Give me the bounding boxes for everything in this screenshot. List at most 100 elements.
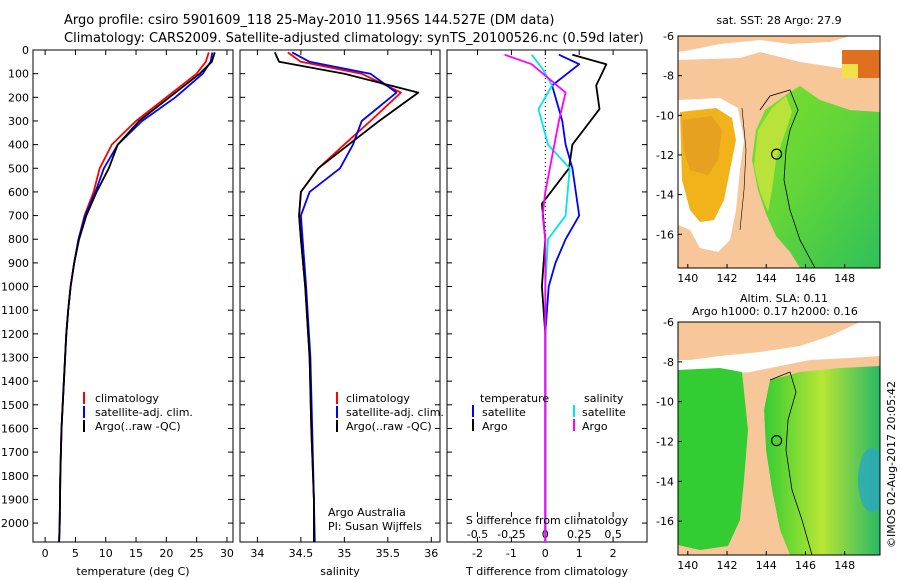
temperature-legend: climatology satellite-adj. clim. Argo(..… bbox=[83, 392, 193, 433]
sla-coral-sea bbox=[764, 366, 880, 555]
map-y-tick-label: -8 bbox=[663, 356, 674, 369]
salinity-legend: climatology satellite-adj. clim. Argo(..… bbox=[336, 392, 444, 433]
x-tick-label: 30 bbox=[220, 547, 234, 560]
series-line-satellite bbox=[291, 51, 398, 543]
legend-label-climatology: climatology bbox=[95, 392, 159, 405]
map-x-tick-label: 142 bbox=[717, 272, 738, 285]
sla-cyan-patch bbox=[858, 448, 880, 512]
salinity-plot: 34 34.5 35 35.5 36 bbox=[240, 49, 440, 560]
x-tick-label: -1 bbox=[506, 547, 517, 560]
figure-title-line2: Climatology: CARS2009. Satellite-adjuste… bbox=[64, 31, 644, 46]
series-line-t-argo bbox=[541, 53, 608, 542]
difference-legend: temperature salinity satellite Argo sate… bbox=[472, 392, 626, 433]
sst-sea-north bbox=[678, 36, 880, 70]
sst-yellow-patch bbox=[842, 64, 858, 78]
map-y-tick-label: -10 bbox=[656, 109, 674, 122]
x-tick-label: 10 bbox=[99, 547, 113, 560]
legend-label-t-satellite: satellite bbox=[482, 406, 526, 419]
temperature-panel-frame bbox=[32, 49, 234, 543]
x-tick-label: 0 bbox=[42, 547, 49, 560]
series-line-argo bbox=[58, 52, 216, 543]
sst-coastline bbox=[759, 89, 816, 268]
annotation-argo-australia: Argo Australia bbox=[328, 506, 406, 519]
map-y-tick-label: -16 bbox=[656, 515, 674, 528]
map-x-tick-label: 148 bbox=[834, 272, 855, 285]
sst-map-axes: 140 142 144 146 148 -6 -8 -10 -12 -14 -16 bbox=[656, 30, 855, 285]
map-x-tick-label: 140 bbox=[677, 559, 698, 572]
map-x-tick-label: 144 bbox=[756, 272, 777, 285]
x-tick-label: 1 bbox=[576, 547, 583, 560]
sst-map bbox=[678, 36, 880, 268]
map-y-tick-label: -14 bbox=[656, 475, 674, 488]
x-tick-label: 15 bbox=[129, 547, 143, 560]
map-x-tick-label: 142 bbox=[717, 559, 738, 572]
argo-float-marker bbox=[770, 435, 783, 447]
y-tick-label: 1900 bbox=[1, 493, 29, 506]
sst-map-frame bbox=[677, 35, 881, 269]
y-tick-label: 1500 bbox=[1, 399, 29, 412]
x-tick-label: 2 bbox=[610, 547, 617, 560]
y-tick-label: 200 bbox=[8, 91, 29, 104]
y-tick-label: 1100 bbox=[1, 304, 29, 317]
sla-sea-north bbox=[678, 322, 880, 376]
legend-label-s-satellite: satellite bbox=[582, 406, 626, 419]
legend-label-satellite: satellite-adj. clim. bbox=[346, 406, 444, 419]
legend-label-s-argo: Argo bbox=[582, 420, 608, 433]
sla-cape-york bbox=[745, 378, 790, 555]
legend-label-satellite: satellite-adj. clim. bbox=[95, 406, 193, 419]
imos-credit: ©IMOS 02-Aug-2017 20:05:42 bbox=[885, 381, 898, 548]
y-tick-label: 600 bbox=[8, 186, 29, 199]
s-tick-label: -0.5 bbox=[467, 528, 488, 541]
map-x-tick-label: 146 bbox=[795, 272, 816, 285]
temperature-plot: 0 5 10 15 20 25 300100200300400500600700800900… bbox=[1, 44, 234, 560]
temperature-xlabel: temperature (deg C) bbox=[76, 565, 189, 578]
legend-label-argo: Argo(..raw -QC) bbox=[95, 420, 181, 433]
legend-header-salinity: salinity bbox=[584, 392, 624, 405]
x-tick-label: 0 bbox=[542, 547, 549, 560]
legend-header-temperature: temperature bbox=[480, 392, 549, 405]
sst-gulf-orange bbox=[682, 116, 722, 175]
y-tick-label: 2000 bbox=[1, 517, 29, 530]
x-tick-label: 36 bbox=[424, 547, 438, 560]
difference-panel-frame bbox=[446, 49, 648, 543]
legend-label-argo: Argo(..raw -QC) bbox=[346, 420, 432, 433]
y-tick-label: 0 bbox=[22, 44, 29, 57]
sla-map-axes: 140 142 144 146 148 -6 -8 -10 -12 -14 -16 bbox=[656, 316, 855, 572]
map-x-tick-label: 148 bbox=[834, 559, 855, 572]
salinity-xlabel: salinity bbox=[320, 565, 360, 578]
legend-label-climatology: climatology bbox=[346, 392, 410, 405]
figure-title-line1: Argo profile: csiro 5901609_118 25-May-2… bbox=[64, 13, 555, 28]
y-tick-label: 100 bbox=[8, 68, 29, 81]
s-tick-label: -0.25 bbox=[497, 528, 525, 541]
x-tick-label: -2 bbox=[472, 547, 483, 560]
x-tick-label: 35.5 bbox=[376, 547, 401, 560]
sst-map-title: sat. SST: 28 Argo: 27.9 bbox=[716, 14, 841, 27]
difference-plot: -2 -1 0 1 2-0.5 -0.25 0 0.25 0.5 bbox=[447, 49, 647, 560]
y-tick-label: 400 bbox=[8, 139, 29, 152]
y-tick-label: 1700 bbox=[1, 446, 29, 459]
y-tick-label: 800 bbox=[8, 233, 29, 246]
difference-xlabel-top: S difference from climatology bbox=[466, 514, 629, 527]
sla-map-title-line1: Altim. SLA: 0.11 bbox=[740, 292, 828, 305]
argo-float-marker bbox=[770, 148, 783, 160]
sst-gulf-coast bbox=[739, 107, 747, 231]
x-tick-label: 34.5 bbox=[289, 547, 314, 560]
y-tick-label: 700 bbox=[8, 210, 29, 223]
salinity-panel-frame bbox=[239, 49, 441, 543]
annotation-pi: PI: Susan Wijffels bbox=[328, 520, 422, 533]
x-tick-label: 35 bbox=[337, 547, 351, 560]
series-line-climatology bbox=[287, 51, 402, 542]
map-y-tick-label: -14 bbox=[656, 189, 674, 202]
y-tick-label: 1300 bbox=[1, 352, 29, 365]
y-tick-label: 900 bbox=[8, 257, 29, 270]
map-y-tick-label: -16 bbox=[656, 228, 674, 241]
map-x-tick-label: 140 bbox=[677, 272, 698, 285]
sla-map-title-line2: Argo h1000: 0.17 h2000: 0.16 bbox=[692, 305, 858, 318]
sla-map-frame bbox=[677, 321, 881, 556]
y-tick-label: 1600 bbox=[1, 422, 29, 435]
series-line-argo bbox=[273, 52, 420, 542]
series-line-t-satellite bbox=[544, 53, 581, 542]
y-tick-label: 1200 bbox=[1, 328, 29, 341]
map-x-tick-label: 144 bbox=[756, 559, 777, 572]
